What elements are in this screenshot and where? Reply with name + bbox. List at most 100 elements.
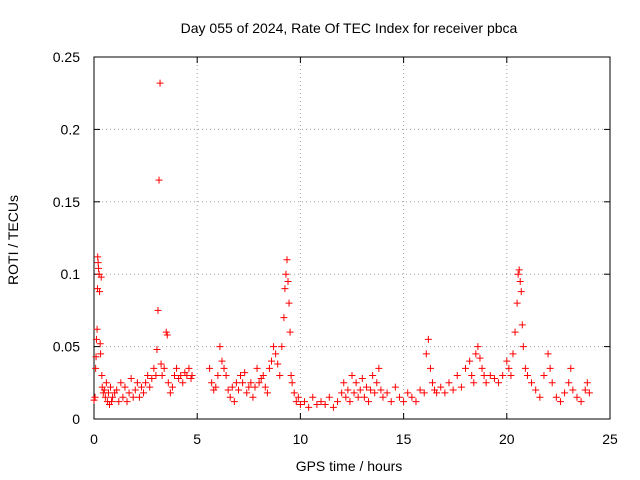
data-point <box>468 372 476 380</box>
data-point <box>237 372 245 380</box>
data-point <box>249 393 257 401</box>
data-point <box>95 264 103 272</box>
data-point <box>259 372 267 380</box>
data-point <box>424 335 432 343</box>
data-point <box>428 379 436 387</box>
data-point <box>513 299 521 307</box>
data-point <box>280 314 288 322</box>
data-point <box>325 393 333 401</box>
data-point <box>148 374 156 382</box>
data-point <box>528 379 536 387</box>
data-point <box>168 383 176 391</box>
data-point <box>420 389 428 397</box>
data-point <box>278 343 286 351</box>
data-point <box>268 357 276 365</box>
data-point <box>519 343 527 351</box>
data-point <box>523 372 531 380</box>
data-point <box>518 321 526 329</box>
data-point <box>214 372 222 380</box>
data-point <box>445 379 453 387</box>
data-point <box>208 379 216 387</box>
data-point <box>416 386 424 394</box>
data-point <box>281 285 289 293</box>
data-point <box>515 266 523 274</box>
data-point <box>104 389 112 397</box>
data-point <box>276 372 284 380</box>
data-point <box>133 379 141 387</box>
data-point <box>404 389 412 397</box>
data-point <box>137 383 145 391</box>
data-point <box>514 270 522 278</box>
data-point <box>234 386 242 394</box>
data-point <box>583 379 591 387</box>
x-tick-label: 15 <box>396 431 412 447</box>
data-point <box>155 176 163 184</box>
data-point <box>367 386 375 394</box>
data-point <box>206 364 214 372</box>
data-point <box>532 386 540 394</box>
data-point <box>581 386 589 394</box>
data-point <box>449 386 457 394</box>
data-point <box>288 379 296 387</box>
data-point <box>156 79 164 87</box>
x-axis-label: GPS time / hours <box>296 458 403 474</box>
data-point <box>177 372 185 380</box>
data-point <box>305 403 313 411</box>
data-point <box>166 389 174 397</box>
data-point <box>301 398 309 406</box>
data-point <box>441 389 449 397</box>
data-point <box>91 393 99 401</box>
data-point <box>309 393 317 401</box>
data-point <box>379 393 387 401</box>
data-point <box>490 374 498 382</box>
data-point <box>287 372 295 380</box>
data-point <box>480 372 488 380</box>
data-point <box>243 389 251 397</box>
data-point <box>170 372 178 380</box>
data-point <box>412 398 420 406</box>
data-point <box>457 383 465 391</box>
data-point <box>567 364 575 372</box>
data-point <box>261 383 269 391</box>
data-point <box>565 379 573 387</box>
data-point <box>476 354 484 362</box>
y-axis-ticks: 0 0.05 0.1 0.15 0.2 0.25 <box>53 49 610 427</box>
data-point <box>284 277 292 285</box>
data-point <box>313 401 321 409</box>
data-point <box>334 398 342 406</box>
data-point <box>162 328 170 336</box>
data-point <box>577 398 585 406</box>
data-point <box>97 273 105 281</box>
data-point <box>90 396 98 404</box>
data-point <box>102 379 110 387</box>
data-point <box>97 350 105 358</box>
data-point <box>352 379 360 387</box>
data-point <box>433 389 441 397</box>
data-point <box>350 389 358 397</box>
data-point <box>474 343 482 351</box>
data-point <box>164 379 172 387</box>
data-point <box>142 379 150 387</box>
y-tick-label: 0.25 <box>53 49 80 65</box>
data-point <box>517 288 525 296</box>
data-point <box>117 379 125 387</box>
data-point <box>422 350 430 358</box>
data-point <box>511 328 519 336</box>
data-point <box>129 393 137 401</box>
plot-frame <box>93 56 611 420</box>
data-point <box>482 379 490 387</box>
data-point <box>101 393 109 401</box>
data-point <box>119 393 127 401</box>
data-point <box>365 398 373 406</box>
data-point <box>216 343 224 351</box>
data-point <box>230 398 238 406</box>
data-point <box>462 364 470 372</box>
data-point <box>113 386 121 394</box>
data-point <box>472 350 480 358</box>
data-point <box>360 393 368 401</box>
data-point <box>585 389 593 397</box>
data-point <box>226 393 234 401</box>
data-point <box>371 389 379 397</box>
data-point <box>188 372 196 380</box>
data-point <box>395 393 403 401</box>
